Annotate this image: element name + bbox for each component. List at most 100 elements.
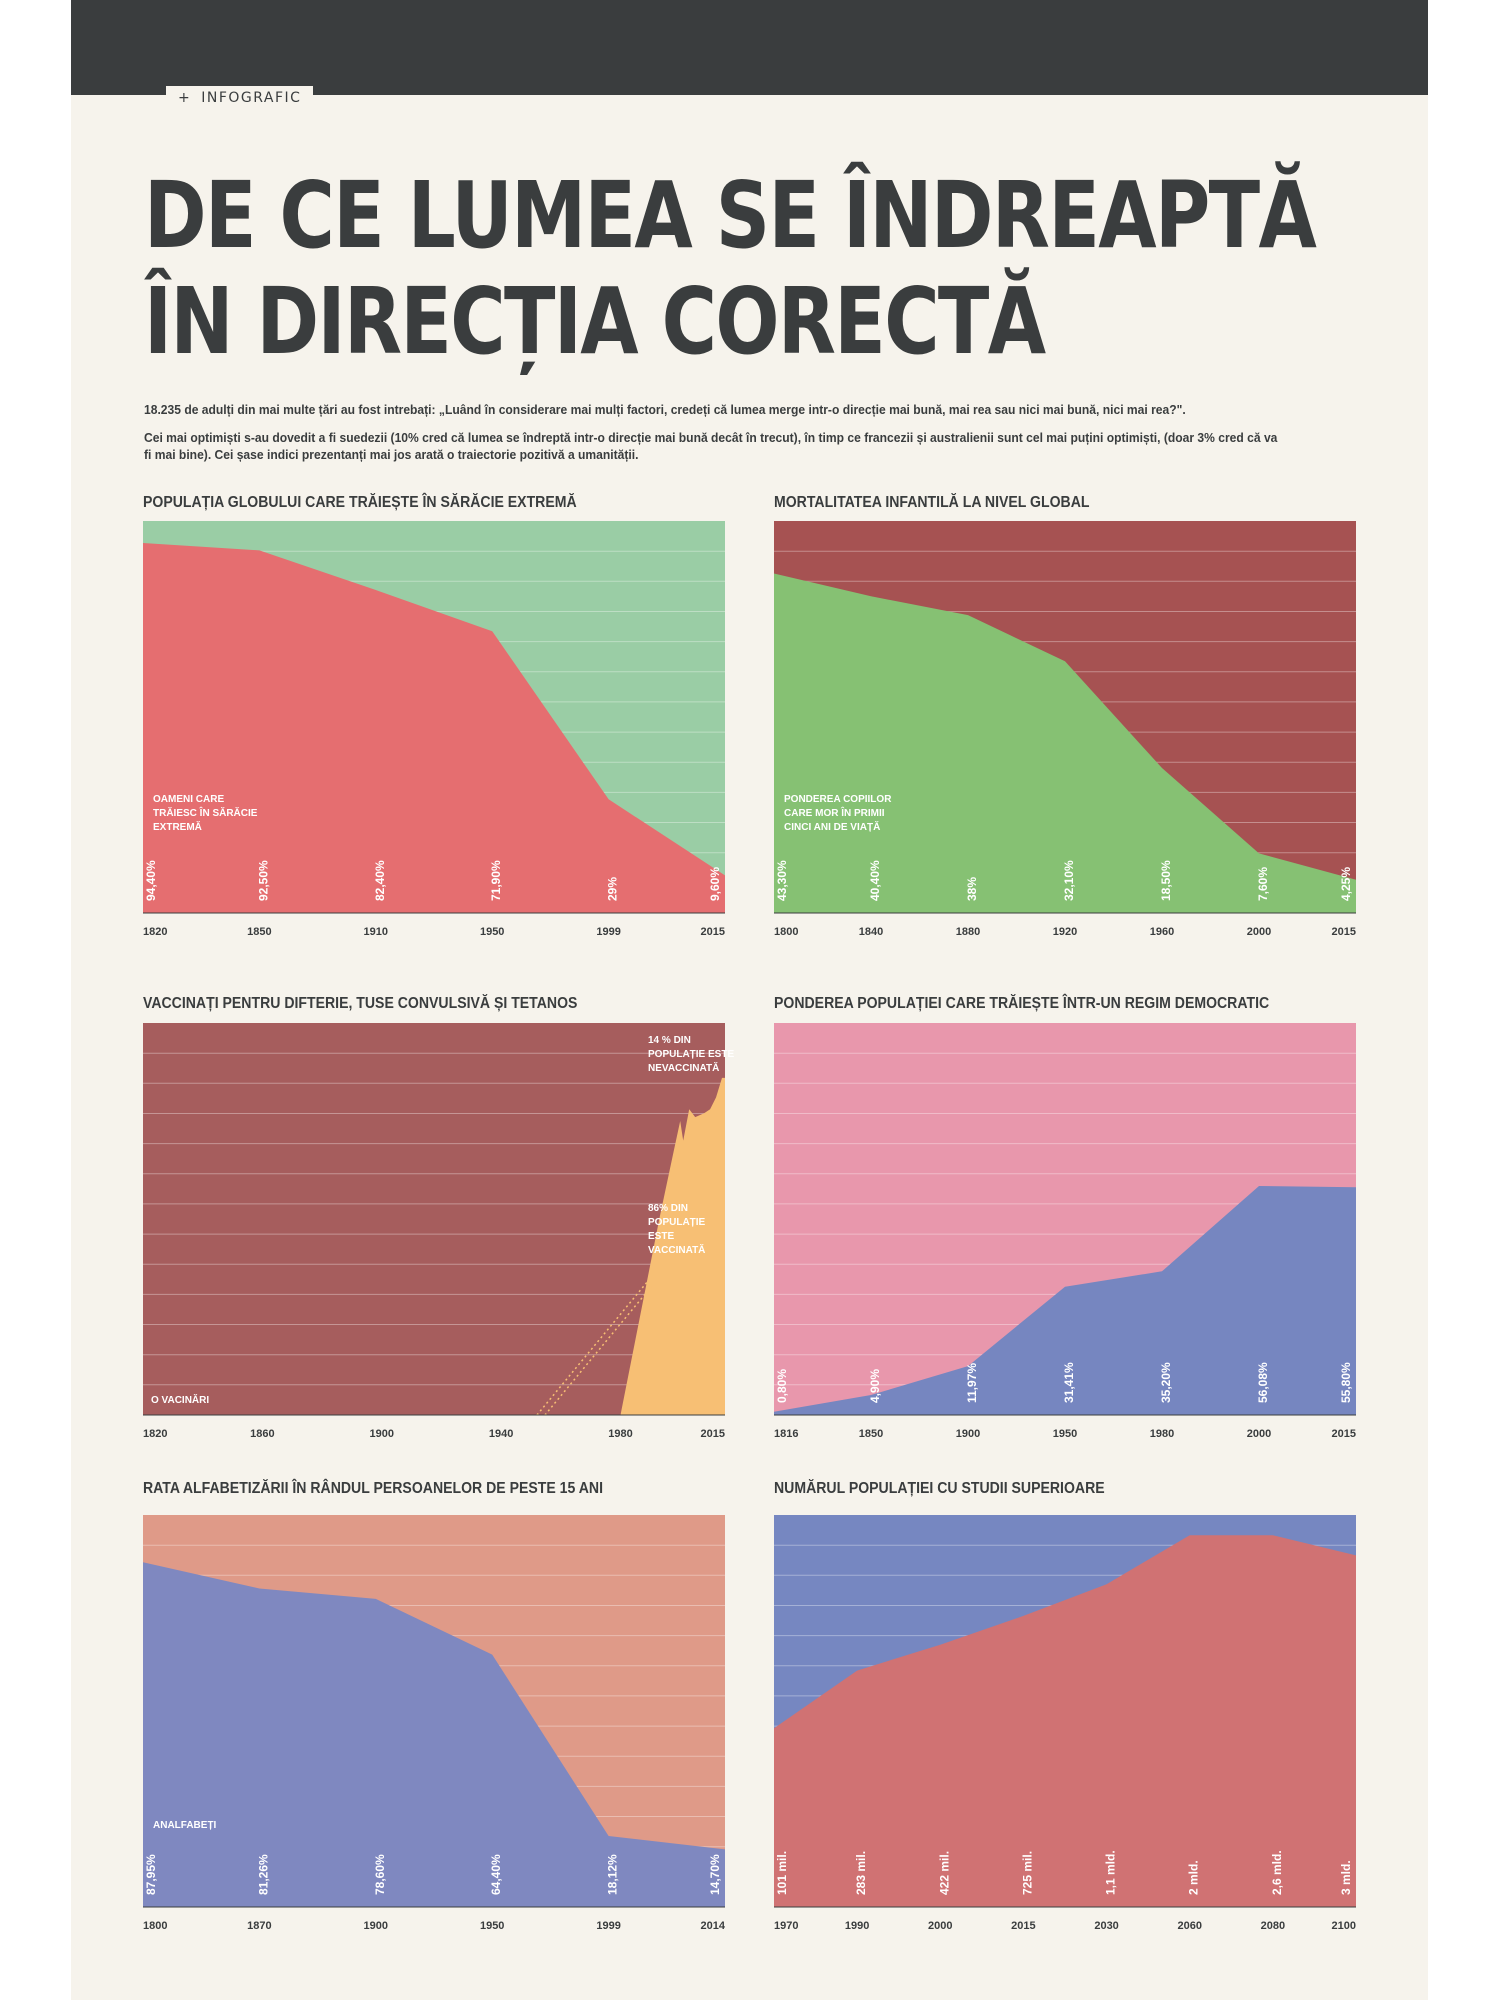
literacy-data-label: 87,95% <box>144 1854 158 1895</box>
poverty-data-label: 29% <box>606 877 620 901</box>
chart-title-higher-education: NUMĂRUL POPULAȚIEI CU STUDII SUPERIOARE <box>774 1480 1105 1497</box>
vaccination-unvaccinated-label: POPULAȚIE ESTE <box>648 1049 734 1060</box>
democracy-x-tick-label: 2000 <box>1247 1428 1271 1440</box>
mortality-data-label: 4,25% <box>1339 867 1353 901</box>
mortality-x-tick-label: 1800 <box>774 926 798 938</box>
education-data-label: 2 mld. <box>1187 1860 1201 1895</box>
vaccination-zero-label: O VACINĂRI <box>151 1393 209 1406</box>
education-area <box>774 1535 1356 1907</box>
literacy-series-label: ANALFABEȚI <box>153 1820 217 1831</box>
democracy-x-tick-label: 1816 <box>774 1428 798 1440</box>
chart-literacy: 87,95% 81,26% 78,60% 64,40% 18,12% 14,70% 1800… <box>143 1515 726 1932</box>
democracy-data-label: 56,08% <box>1256 1362 1270 1403</box>
education-data-label: 2,6 mld. <box>1270 1850 1284 1895</box>
vaccination-estimate-line <box>544 1281 656 1416</box>
literacy-data-label: 81,26% <box>256 1854 270 1895</box>
poverty-data-label: 92,50% <box>256 860 270 901</box>
education-data-label: 3 mld. <box>1339 1860 1353 1895</box>
vaccination-x-tick-label: 1980 <box>608 1428 632 1440</box>
vaccination-unvaccinated-label: 14 % DIN <box>648 1035 691 1046</box>
title-line-2: ÎN DIRECȚIA CORECTĂ <box>144 268 1046 375</box>
education-data-label: 283 mil. <box>854 1851 868 1895</box>
poverty-series-label: EXTREMĂ <box>153 820 202 833</box>
democracy-x-tick-label: 1900 <box>956 1428 980 1440</box>
vaccination-x-tick-label: 1860 <box>250 1428 274 1440</box>
literacy-data-label: 14,70% <box>708 1854 722 1895</box>
democracy-data-label: 0,80% <box>775 1369 789 1403</box>
poverty-x-tick-label: 1999 <box>596 926 620 938</box>
chart-title-vaccination: VACCINAȚI PENTRU DIFTERIE, TUSE CONVULSI… <box>143 995 578 1012</box>
mortality-series-label: CINCI ANI DE VIAȚĂ <box>784 820 880 833</box>
page: + INFOGRAFIC DE CE LUMEA SE ÎNDREAPTĂ ÎN … <box>71 0 1428 2000</box>
democracy-x-tick-label: 1980 <box>1150 1428 1174 1440</box>
intro-paragraph-1: 18.235 de adulți din mai multe țări au f… <box>144 402 1186 417</box>
literacy-x-tick-label: 1800 <box>143 1920 167 1932</box>
vaccination-vaccinated-label: VACCINATĂ <box>648 1243 705 1256</box>
democracy-area <box>774 1186 1356 1415</box>
mortality-data-label: 18,50% <box>1159 860 1173 901</box>
literacy-x-tick-label: 1870 <box>247 1920 271 1932</box>
education-x-tick-label: 2030 <box>1094 1920 1118 1932</box>
mortality-series-label: CARE MOR ÎN PRIMII <box>784 806 885 819</box>
chart-poverty: 94,40% 92,50% 82,40% 71,90% 29% 9,60% 1820 1850… <box>143 521 725 938</box>
mortality-series-label: PONDEREA COPIILOR <box>784 794 892 805</box>
mortality-x-tick-label: 2015 <box>1332 926 1356 938</box>
democracy-x-tick-label: 1850 <box>859 1428 883 1440</box>
page-title: DE CE LUMEA SE ÎNDREAPTĂ ÎN DIRECȚIA COR… <box>144 163 1317 375</box>
literacy-x-tick-label: 1999 <box>596 1920 620 1932</box>
mortality-x-tick-label: 1920 <box>1053 926 1077 938</box>
poverty-data-label: 94,40% <box>144 860 158 901</box>
education-data-label: 725 mil. <box>1020 1851 1034 1895</box>
poverty-area <box>143 543 725 913</box>
chart-democracy: 0,80% 4,90% 11,97% 31,41% 35,20% 56,08% 55,80%… <box>774 1023 1356 1440</box>
literacy-data-label: 64,40% <box>489 1854 503 1895</box>
title-line-1: DE CE LUMEA SE ÎNDREAPTĂ <box>144 162 1317 269</box>
literacy-area <box>143 1562 725 1907</box>
mortality-x-tick-label: 1960 <box>1150 926 1174 938</box>
poverty-series-label: OAMENI CARE <box>153 794 224 805</box>
chart-title-poverty: POPULAȚIA GLOBULUI CARE TRĂIEȘTE ÎN SĂRĂ… <box>143 494 577 511</box>
education-data-label: 422 mil. <box>937 1851 951 1895</box>
chart-child-mortality: 43,30% 40,40% 38% 32,10% 18,50% 7,60% 4,25% 180… <box>774 521 1356 938</box>
education-x-tick-label: 1970 <box>774 1920 798 1932</box>
democracy-x-tick-label: 1950 <box>1053 1428 1077 1440</box>
democracy-x-tick-label: 2015 <box>1332 1428 1356 1440</box>
poverty-x-tick-label: 1950 <box>480 926 504 938</box>
vaccination-plot-background <box>143 1023 725 1415</box>
education-x-tick-label: 2000 <box>928 1920 952 1932</box>
education-x-tick-label: 2100 <box>1332 1920 1356 1932</box>
literacy-data-label: 18,12% <box>606 1854 620 1895</box>
vaccination-unvaccinated-label: NEVACCINATĂ <box>648 1061 719 1074</box>
section-tag: + INFOGRAFIC <box>166 86 314 108</box>
education-x-tick-label: 1990 <box>845 1920 869 1932</box>
education-x-tick-label: 2015 <box>1011 1920 1035 1932</box>
vaccination-x-tick-label: 1820 <box>143 1428 167 1440</box>
mortality-x-tick-label: 2000 <box>1247 926 1271 938</box>
vaccination-estimate-line <box>536 1281 648 1416</box>
education-x-tick-label: 2080 <box>1261 1920 1285 1932</box>
chart-title-democracy: PONDEREA POPULAȚIEI CARE TRĂIEȘTE ÎNTR-U… <box>774 995 1270 1012</box>
chart-higher-education: 101 mil. 283 mil. 422 mil. 725 mil. 1,1 mld.… <box>774 1515 1356 1932</box>
poverty-x-tick-label: 1850 <box>247 926 271 938</box>
literacy-x-tick-label: 2014 <box>701 1920 726 1932</box>
vaccination-x-tick-label: 1940 <box>489 1428 513 1440</box>
vaccination-x-tick-label: 1900 <box>370 1428 394 1440</box>
mortality-data-label: 40,40% <box>868 860 882 901</box>
education-x-tick-label: 2060 <box>1177 1920 1201 1932</box>
intro-paragraph-2: Cei mai optimiști s-au dovedit a fi sued… <box>144 430 1278 462</box>
literacy-x-tick-label: 1950 <box>480 1920 504 1932</box>
democracy-data-label: 11,97% <box>965 1363 979 1403</box>
chart-title-literacy: RATA ALFABETIZĂRII ÎN RÂNDUL PERSOANELOR… <box>143 1480 603 1497</box>
poverty-x-tick-label: 1820 <box>143 926 167 938</box>
democracy-data-label: 31,41% <box>1062 1362 1076 1403</box>
section-tag-label: INFOGRAFIC <box>201 90 302 106</box>
mortality-area <box>774 573 1356 913</box>
header-bar <box>71 0 1428 95</box>
poverty-series-label: TRĂIESC ÎN SĂRĂCIE <box>153 806 258 819</box>
poverty-data-label: 9,60% <box>708 867 722 901</box>
poverty-data-label: 82,40% <box>373 860 387 901</box>
democracy-data-label: 35,20% <box>1159 1362 1173 1403</box>
poverty-x-tick-label: 2015 <box>701 926 725 938</box>
education-data-label: 101 mil. <box>775 1851 789 1895</box>
vaccination-x-tick-label: 2015 <box>701 1428 725 1440</box>
